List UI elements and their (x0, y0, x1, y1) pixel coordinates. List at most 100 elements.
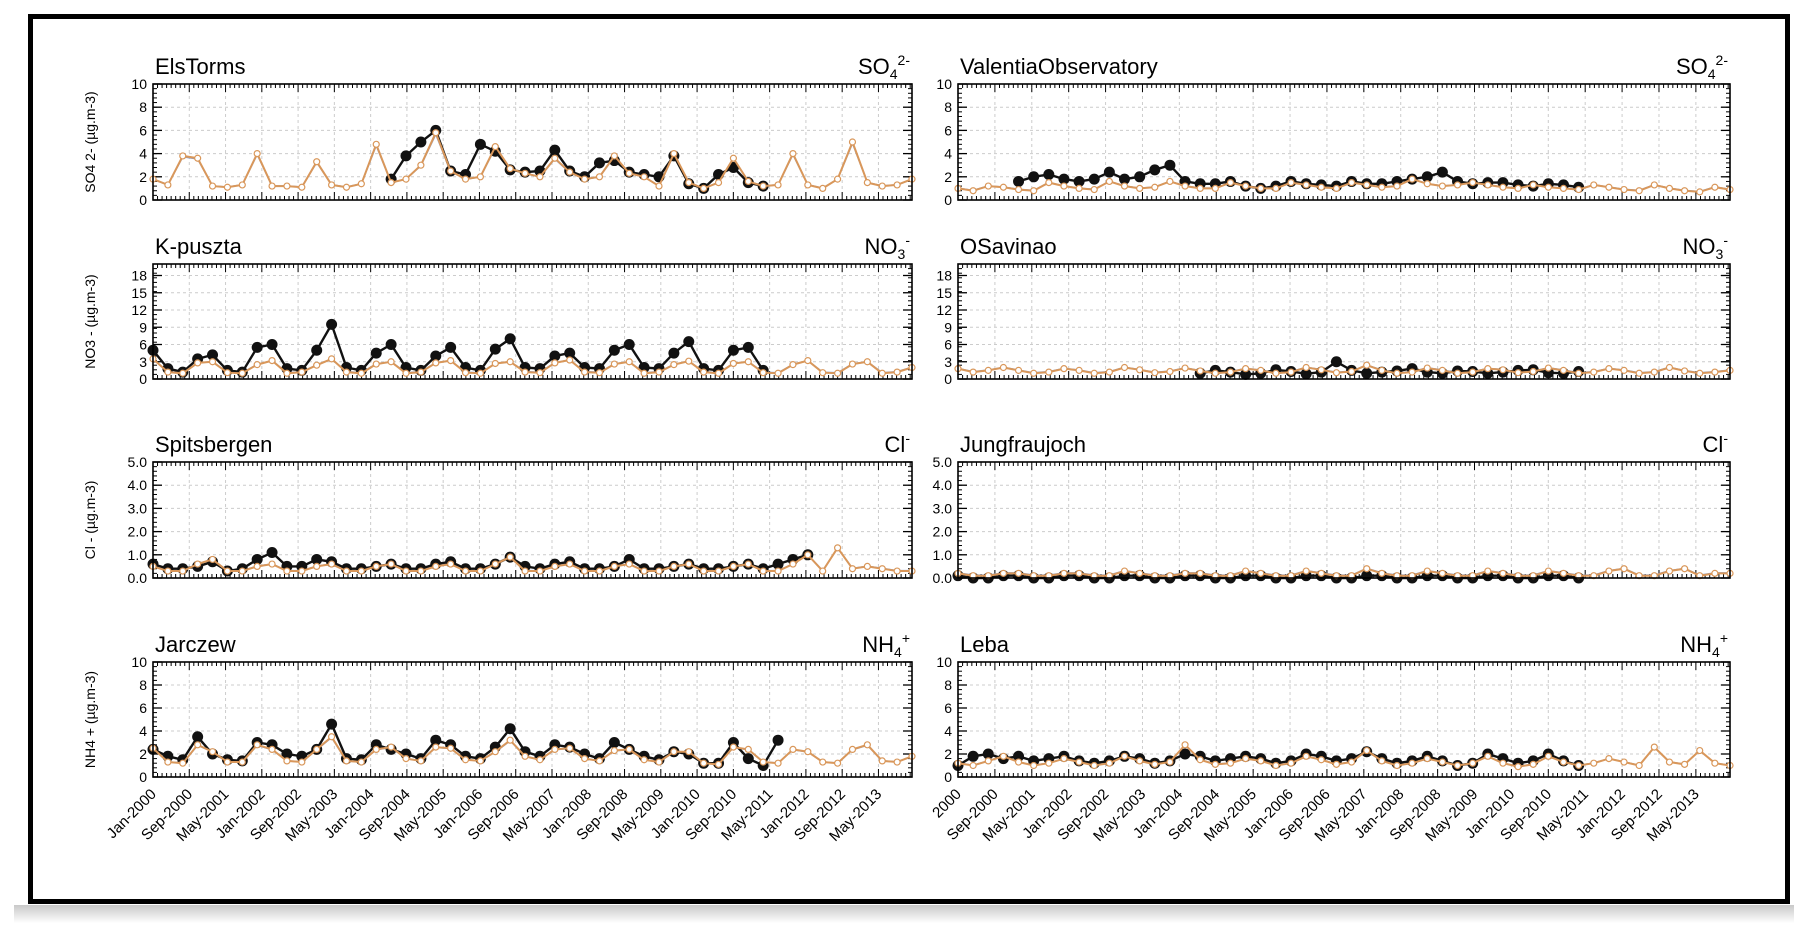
observed-point (1436, 166, 1448, 178)
model-point (1605, 567, 1613, 575)
y-tick-label: 8 (944, 677, 952, 693)
plot-area (957, 83, 1731, 201)
model-point (283, 182, 291, 190)
observed-point (1028, 171, 1040, 183)
panel-species-label: NH4+ (862, 630, 910, 660)
model-point (1665, 184, 1674, 192)
panel-jungfraujoch (952, 461, 1734, 584)
model-point (327, 355, 336, 363)
model-point (595, 567, 604, 575)
model-point (1166, 367, 1174, 376)
model-point (432, 743, 440, 751)
model-point (1575, 185, 1583, 194)
model-point (1575, 369, 1583, 377)
model-point (833, 175, 842, 183)
panel-station-title: Jungfraujoch (960, 432, 1086, 457)
model-point (536, 369, 544, 377)
observed-point (445, 341, 457, 353)
observed-point (251, 341, 263, 353)
y-tick-label: 6 (139, 122, 147, 138)
model-point (833, 369, 842, 377)
model-point (536, 567, 544, 575)
model-point (833, 759, 842, 767)
observed-point (1013, 175, 1025, 187)
model-point (580, 567, 589, 575)
y-tick-label: 8 (139, 677, 147, 693)
model-point (744, 560, 752, 568)
model-point (878, 369, 886, 377)
observed-point (326, 718, 338, 730)
model-point (1559, 366, 1568, 374)
model-point (179, 152, 187, 160)
model-point (774, 567, 782, 575)
model-point (759, 369, 767, 377)
model-point (580, 368, 589, 376)
model-point (342, 183, 351, 191)
observed-point (1103, 166, 1115, 178)
model-point (1590, 368, 1598, 376)
y-tick-label: 4 (139, 146, 147, 162)
model-point (878, 182, 886, 190)
model-point (878, 757, 886, 765)
panel-station-title: Jarczew (155, 632, 236, 657)
model-point (1635, 187, 1643, 195)
model-point (1514, 184, 1522, 192)
model-point (1453, 181, 1462, 189)
model-point (1317, 756, 1325, 764)
model-point (387, 560, 395, 568)
model-point (714, 179, 723, 187)
model-point (1711, 759, 1719, 767)
model-point (625, 745, 633, 754)
plot-area (152, 263, 913, 380)
series-model-b-line (152, 132, 913, 190)
panel-jarczew (147, 661, 916, 778)
series-model-a-line (152, 130, 913, 190)
model-point (313, 361, 321, 369)
model-point (1620, 366, 1628, 374)
model-point (714, 567, 723, 575)
observed-point (415, 136, 427, 148)
model-point (551, 154, 559, 162)
model-point (1060, 182, 1068, 190)
model-point (595, 173, 604, 181)
model-point (179, 759, 187, 767)
model-point (179, 369, 187, 377)
model-point (1242, 567, 1250, 575)
model-point (476, 757, 485, 765)
model-point (1347, 179, 1356, 187)
panel-species-label: SO42- (858, 52, 910, 82)
model-point (1196, 569, 1204, 577)
panel-species-label: NO3- (865, 232, 911, 262)
model-point (1181, 569, 1189, 577)
model-point (1680, 367, 1689, 375)
model-point (238, 369, 246, 377)
model-point (566, 744, 574, 752)
model-point (253, 361, 261, 369)
y-tick-label: 3.0 (128, 500, 148, 516)
series-model-a-line (152, 546, 912, 573)
model-point (506, 358, 514, 366)
model-point (1484, 181, 1492, 189)
model-point (357, 369, 365, 377)
model-point (685, 748, 693, 756)
model-point (1438, 758, 1446, 766)
model-point (1347, 758, 1356, 766)
model-point (1438, 182, 1446, 190)
model-point (387, 743, 395, 751)
model-point (268, 745, 276, 754)
model-point (1605, 183, 1613, 191)
y-tick-label: 10 (936, 654, 952, 670)
model-point (1211, 760, 1219, 768)
model-point (1469, 759, 1477, 767)
model-point (1711, 183, 1719, 191)
model-point (1030, 369, 1038, 377)
y-tick-label: 4 (944, 723, 952, 739)
model-point (655, 368, 663, 376)
model-point (536, 756, 544, 764)
model-point (774, 369, 782, 377)
model-point (1680, 565, 1689, 573)
model-point (744, 358, 752, 366)
model-point (506, 736, 514, 744)
panel-station-title: ElsTorms (155, 54, 245, 79)
y-tick-label: 5.0 (128, 454, 148, 470)
